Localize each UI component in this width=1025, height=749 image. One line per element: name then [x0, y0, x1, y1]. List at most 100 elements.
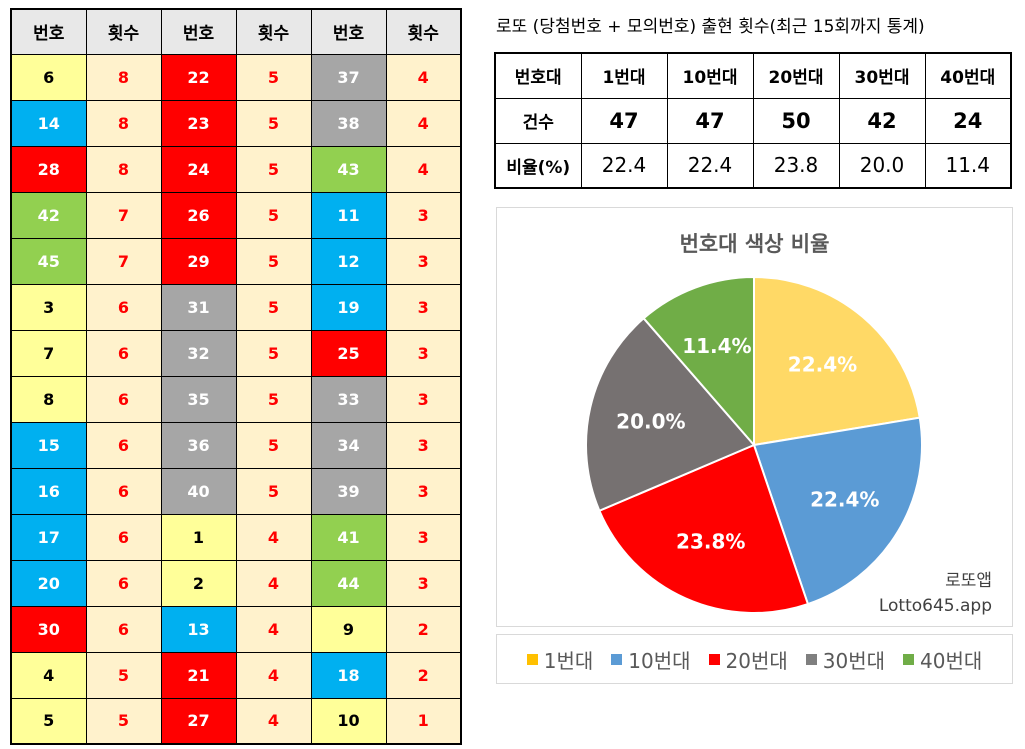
- occurrence-count-cell: 6: [85, 513, 162, 561]
- summary-header-band: 10번대: [666, 52, 754, 99]
- occurrence-count-cell: 5: [235, 283, 312, 331]
- occurrence-count-cell: 5: [235, 375, 312, 423]
- header-count: 횟수: [235, 8, 312, 55]
- header-count: 횟수: [85, 8, 162, 55]
- lotto-number-cell: 33: [310, 375, 387, 423]
- pie-chart-panel: 22.4% 22.4% 23.8% 20.0% 11.4% 번호대 색상 비율 로또앱 …: [496, 207, 1013, 627]
- occurrence-count-cell: 6: [85, 375, 162, 423]
- occurrence-count-cell: 7: [85, 191, 162, 239]
- lotto-number-cell: 13: [160, 605, 237, 653]
- lotto-number-cell: 12: [310, 237, 387, 285]
- occurrence-count-cell: 8: [85, 145, 162, 193]
- occurrence-count-cell: 4: [385, 99, 462, 147]
- table-row: 45 7 29 5 12 3: [10, 237, 462, 285]
- summary-ratio-value: 11.4: [924, 142, 1012, 189]
- occurrence-count-cell: 8: [85, 53, 162, 101]
- pie-chart-title: 번호대 색상 비율: [679, 232, 830, 256]
- occurrence-count-cell: 6: [85, 283, 162, 331]
- table-row: 4 5 21 4 18 2: [10, 651, 462, 699]
- stats-title: 로또 (당첨번호 + 모의번호) 출현 횟수(최근 15회까지 통계): [496, 17, 925, 37]
- lotto-number-cell: 14: [10, 99, 87, 147]
- lotto-number-cell: 35: [160, 375, 237, 423]
- watermark-domain: Lotto645.app: [878, 596, 992, 616]
- lotto-number-cell: 11: [310, 191, 387, 239]
- lotto-number-cell: 1: [160, 513, 237, 561]
- occurrence-count-cell: 6: [85, 421, 162, 469]
- lotto-number-cell: 7: [10, 329, 87, 377]
- lotto-number-cell: 44: [310, 559, 387, 607]
- lotto-number-cell: 4: [10, 651, 87, 699]
- summary-ratio-value: 20.0: [838, 142, 926, 189]
- summary-ratio-row: 비율(%) 22.4 22.4 23.8 20.0 11.4: [494, 142, 1012, 189]
- legend-swatch-icon: [805, 653, 817, 665]
- occurrence-count-cell: 5: [235, 329, 312, 377]
- occurrence-count-cell: 4: [235, 513, 312, 561]
- occurrence-count-cell: 2: [385, 605, 462, 653]
- occurrence-count-cell: 6: [85, 605, 162, 653]
- pie-slice-4: [585, 316, 756, 513]
- header-count: 횟수: [385, 8, 462, 55]
- legend-item: 30번대: [805, 645, 886, 674]
- table-row: 8 6 35 5 33 3: [10, 375, 462, 423]
- summary-header-band: 30번대: [838, 52, 926, 99]
- lotto-number-cell: 8: [10, 375, 87, 423]
- table-row: 16 6 40 5 39 3: [10, 467, 462, 515]
- lotto-number-cell: 6: [10, 53, 87, 101]
- legend-item: 20번대: [708, 645, 788, 674]
- occurrence-count-cell: 4: [235, 605, 312, 653]
- lotto-number-cell: 41: [310, 513, 387, 561]
- occurrence-count-cell: 5: [85, 651, 162, 699]
- legend-label: 30번대: [822, 648, 886, 673]
- table-row: 3 6 31 5 19 3: [10, 283, 462, 331]
- lotto-number-cell: 27: [160, 697, 237, 745]
- table-row: 7 6 32 5 25 3: [10, 329, 462, 377]
- lotto-number-cell: 38: [310, 99, 387, 147]
- pie-slice-label: 22.4%: [788, 352, 857, 376]
- lotto-number-cell: 17: [10, 513, 87, 561]
- occurrence-count-cell: 3: [385, 283, 462, 331]
- lotto-number-cell: 5: [10, 697, 87, 745]
- lotto-number-cell: 2: [160, 559, 237, 607]
- legend-item: 10번대: [611, 645, 691, 674]
- occurrence-count-cell: 5: [235, 99, 312, 147]
- summary-count-row: 건수 47 47 50 42 24: [494, 97, 1012, 144]
- occurrence-count-cell: 7: [85, 237, 162, 285]
- lotto-number-cell: 40: [160, 467, 237, 515]
- occurrence-count-cell: 5: [85, 697, 162, 745]
- lotto-number-cell: 15: [10, 421, 87, 469]
- pie-slice-label: 22.4%: [810, 487, 879, 511]
- pie-slice-label: 23.8%: [676, 530, 745, 554]
- table-row: 28 8 24 5 43 4: [10, 145, 462, 193]
- occurrence-count-cell: 3: [385, 375, 462, 423]
- table-row: 20 6 2 4 44 3: [10, 559, 462, 607]
- lotto-number-cell: 45: [10, 237, 87, 285]
- lotto-number-cell: 31: [160, 283, 237, 331]
- legend-label: 40번대: [920, 648, 983, 673]
- lotto-number-cell: 25: [310, 329, 387, 377]
- summary-count-value: 42: [838, 97, 926, 144]
- occurrence-count-cell: 6: [85, 467, 162, 515]
- occurrence-count-cell: 5: [235, 467, 312, 515]
- occurrence-count-cell: 5: [235, 237, 312, 285]
- lotto-number-cell: 10: [310, 697, 387, 745]
- table-row: 14 8 23 5 38 4: [10, 99, 462, 147]
- table-row: 15 6 36 5 34 3: [10, 421, 462, 469]
- legend-label: 1번대: [543, 648, 594, 673]
- pie-slice-label: 11.4%: [682, 334, 751, 358]
- legend-item: 1번대: [526, 645, 594, 674]
- table-row: 5 5 27 4 10 1: [10, 697, 462, 745]
- lotto-number-cell: 32: [160, 329, 237, 377]
- legend-swatch-icon: [903, 653, 915, 665]
- frequency-table-header: 번호 횟수 번호 횟수 번호 횟수: [10, 8, 462, 55]
- lotto-number-cell: 9: [310, 605, 387, 653]
- summary-ratio-label: 비율(%): [494, 142, 582, 189]
- summary-header-label: 번호대: [494, 52, 582, 99]
- summary-count-value: 50: [752, 97, 840, 144]
- occurrence-count-cell: 3: [385, 237, 462, 285]
- lotto-number-cell: 43: [310, 145, 387, 193]
- occurrence-count-cell: 6: [85, 329, 162, 377]
- summary-header-band: 1번대: [580, 52, 668, 99]
- lotto-number-cell: 28: [10, 145, 87, 193]
- occurrence-count-cell: 3: [385, 329, 462, 377]
- summary-count-value: 47: [580, 97, 668, 144]
